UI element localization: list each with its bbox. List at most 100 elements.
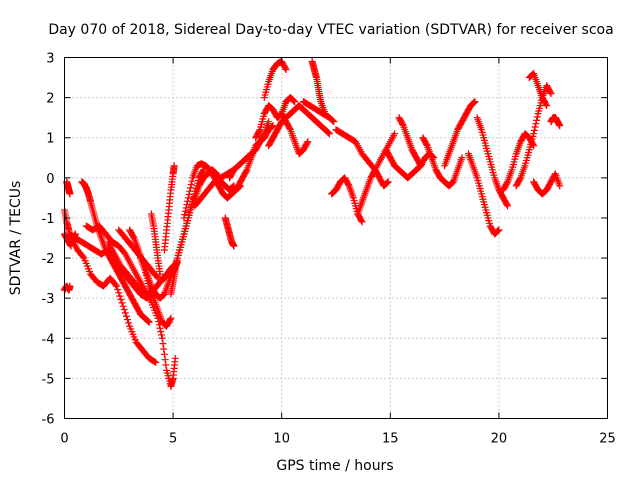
data-point [530, 126, 538, 134]
data-point [151, 358, 159, 366]
y-tick-label: -1 [42, 212, 55, 227]
data-point [112, 281, 120, 289]
data-point [384, 178, 392, 186]
data-point [291, 98, 299, 106]
data-point [117, 296, 125, 304]
data-point [470, 98, 478, 106]
data-point [182, 204, 190, 212]
data-series-arc-40 [530, 170, 564, 198]
data-point [185, 191, 193, 199]
data-point [184, 197, 192, 205]
data-series-arc-28 [328, 174, 366, 226]
x-axis-label: GPS time / hours [276, 458, 393, 474]
data-point [289, 96, 297, 104]
data-point [255, 127, 263, 135]
data-series-arc-35 [464, 150, 503, 238]
data-point [423, 140, 430, 148]
data-point [542, 100, 550, 108]
data-point [383, 179, 391, 187]
data-point [282, 66, 290, 74]
data-point [503, 179, 511, 187]
data-point [358, 218, 366, 226]
data-series-arc-13 [147, 210, 164, 278]
data-point [171, 354, 179, 362]
data-series-arc-06 [67, 234, 160, 366]
x-tick-label: 10 [273, 432, 290, 447]
plot-frame [64, 57, 608, 419]
data-series-arc-24 [265, 102, 333, 150]
data-point [330, 118, 338, 126]
data-point [145, 318, 153, 326]
data-point [516, 175, 524, 183]
data-point [391, 130, 399, 138]
plot-area [61, 58, 564, 390]
data-point [180, 214, 188, 222]
data-point [66, 190, 74, 198]
data-point [494, 227, 502, 235]
data-point [154, 274, 162, 282]
data-point [269, 122, 277, 130]
data-point [503, 201, 511, 209]
data-point [556, 182, 564, 190]
data-series-arc-27 [299, 98, 338, 126]
data-series-arc-25 [278, 110, 312, 158]
data-point [325, 129, 333, 137]
data-point [121, 309, 129, 317]
data-point [470, 99, 478, 107]
data-point [167, 314, 175, 322]
x-tick-label: 20 [491, 432, 508, 447]
data-series-arc-08 [82, 222, 179, 390]
data-point [144, 318, 152, 326]
data-series-arc-36 [473, 114, 512, 210]
data-point [399, 120, 407, 128]
data-series-arc-12 [137, 254, 175, 330]
data-point [328, 116, 336, 124]
data-point [242, 167, 250, 175]
data-point [187, 181, 195, 189]
data-point [156, 324, 164, 332]
data-point [66, 282, 74, 290]
data-point [230, 242, 238, 250]
data-point [166, 316, 174, 324]
data-point [113, 282, 121, 290]
data-point [533, 116, 541, 124]
x-tick-label: 5 [169, 432, 177, 447]
data-point [543, 102, 551, 110]
data-series-arc-20 [226, 118, 273, 182]
y-tick-label: -4 [42, 332, 55, 347]
data-point [156, 270, 164, 278]
data-series-arc-34 [441, 98, 479, 170]
data-point [303, 139, 311, 147]
data-point [183, 201, 191, 209]
data-point [329, 117, 337, 125]
x-axis-tick-labels: 0 5 10 15 20 25 [60, 432, 615, 447]
data-point [122, 312, 130, 320]
data-series-arc-23 [260, 58, 290, 102]
data-point [144, 317, 152, 325]
data-point [158, 331, 166, 339]
data-point [159, 340, 167, 348]
data-point [114, 285, 122, 293]
data-point [281, 64, 289, 72]
y-tick-label: 2 [46, 92, 54, 107]
data-point [116, 292, 124, 300]
data-point [186, 187, 194, 195]
data-point [161, 356, 169, 364]
data-point [344, 181, 352, 189]
data-point [547, 90, 555, 98]
data-series-arc-21 [234, 122, 277, 190]
data-series-arc-18 [191, 166, 238, 210]
data-point [504, 202, 512, 210]
data-point [417, 162, 425, 170]
data-point [162, 361, 170, 369]
data-point [79, 253, 87, 261]
y-tick-label: -6 [42, 413, 55, 428]
data-point [416, 160, 424, 168]
data-point [157, 328, 165, 336]
data-series-arc-41 [547, 114, 564, 130]
data-point [120, 306, 128, 314]
data-series-arc-30 [354, 166, 392, 218]
data-point [530, 130, 538, 138]
data-series-arc-39 [525, 70, 551, 110]
